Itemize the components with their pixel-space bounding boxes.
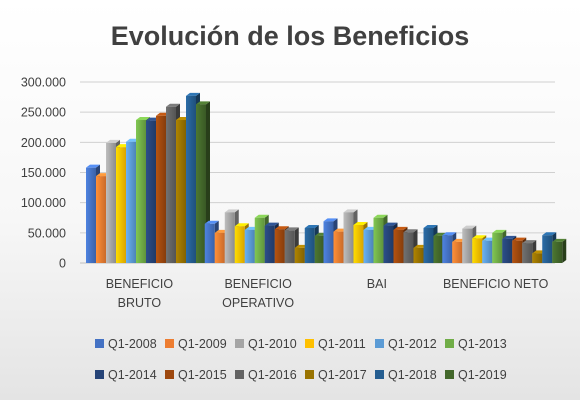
y-tick-label: 300.000 bbox=[21, 76, 66, 90]
y-axis-ticks: 0 50.000 100.000 150.000 200.000 250.000 300.0… bbox=[21, 76, 66, 271]
legend-swatch bbox=[165, 370, 174, 379]
legend-label: Q1-2019 bbox=[458, 368, 507, 382]
legend-swatch bbox=[305, 339, 314, 348]
y-tick-label: 100.000 bbox=[21, 196, 66, 210]
legend-swatch bbox=[235, 339, 244, 348]
legend: Q1-2008 Q1-2009 Q1-2010 Q1-2011 Q1-2012 Q1-20… bbox=[95, 337, 507, 382]
category-labels: BENEFICIO BRUTO BENEFICIO OPERATIVO BAI BENEF… bbox=[106, 277, 549, 310]
legend-item: Q1-2010 bbox=[235, 337, 297, 351]
legend-label: Q1-2018 bbox=[388, 368, 437, 382]
legend-item: Q1-2009 bbox=[165, 337, 227, 351]
legend-label: Q1-2012 bbox=[388, 337, 437, 351]
category-label: BAI bbox=[367, 277, 387, 291]
legend-item: Q1-2013 bbox=[445, 337, 507, 351]
legend-label: Q1-2008 bbox=[108, 337, 157, 351]
legend-swatch bbox=[165, 339, 174, 348]
legend-swatch bbox=[95, 339, 104, 348]
y-tick-label: 0 bbox=[59, 257, 66, 271]
legend-label: Q1-2015 bbox=[178, 368, 227, 382]
y-tick-label: 50.000 bbox=[28, 226, 66, 240]
legend-item: Q1-2019 bbox=[445, 368, 507, 382]
legend-swatch bbox=[305, 370, 314, 379]
legend-label: Q1-2017 bbox=[318, 368, 367, 382]
y-tick-label: 250.000 bbox=[21, 106, 66, 120]
y-tick-label: 150.000 bbox=[21, 166, 66, 180]
legend-label: Q1-2013 bbox=[458, 337, 507, 351]
legend-label: Q1-2016 bbox=[248, 368, 297, 382]
bar bbox=[552, 238, 567, 263]
legend-label: Q1-2014 bbox=[108, 368, 157, 382]
legend-swatch bbox=[95, 370, 104, 379]
legend-item: Q1-2017 bbox=[305, 368, 367, 382]
y-tick-label: 200.000 bbox=[21, 136, 66, 150]
legend-swatch bbox=[445, 370, 454, 379]
legend-swatch bbox=[375, 339, 384, 348]
legend-item: Q1-2011 bbox=[305, 337, 366, 351]
legend-swatch bbox=[235, 370, 244, 379]
legend-label: Q1-2009 bbox=[178, 337, 227, 351]
legend-item: Q1-2008 bbox=[95, 337, 157, 351]
legend-item: Q1-2014 bbox=[95, 368, 157, 382]
legend-swatch bbox=[445, 339, 454, 348]
category-label: BENEFICIO OPERATIVO bbox=[222, 277, 294, 310]
category-label: BENEFICIO BRUTO bbox=[106, 277, 174, 310]
bars bbox=[86, 92, 567, 263]
legend-item: Q1-2012 bbox=[375, 337, 437, 351]
chart-title: Evolución de los Beneficios bbox=[111, 21, 470, 51]
legend-label: Q1-2010 bbox=[248, 337, 297, 351]
category-label: BENEFICIO NETO bbox=[443, 277, 549, 291]
legend-item: Q1-2018 bbox=[375, 368, 437, 382]
legend-label: Q1-2011 bbox=[318, 337, 366, 351]
legend-item: Q1-2016 bbox=[235, 368, 297, 382]
legend-item: Q1-2015 bbox=[165, 368, 227, 382]
legend-swatch bbox=[375, 370, 384, 379]
